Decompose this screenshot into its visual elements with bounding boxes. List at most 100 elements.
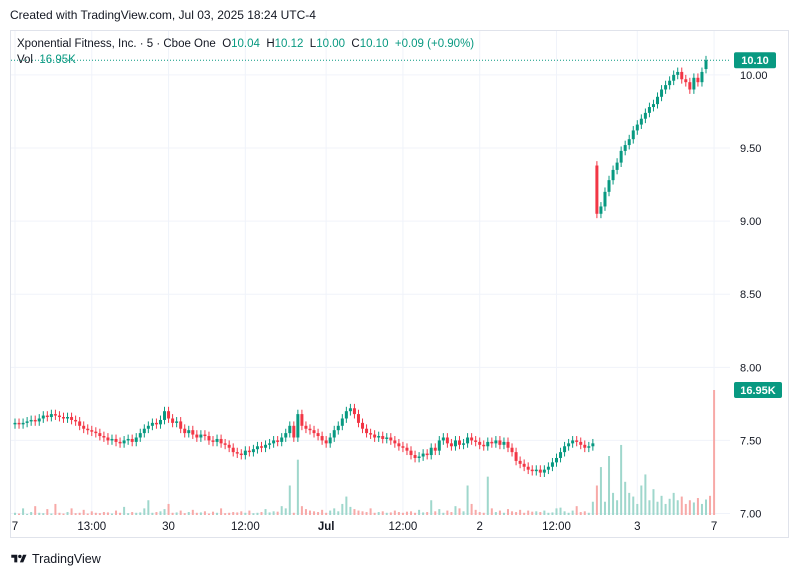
volume-bar bbox=[486, 476, 489, 515]
candle-body bbox=[243, 450, 247, 456]
volume-bar bbox=[612, 492, 615, 515]
volume-bar bbox=[450, 512, 453, 515]
volume-bar bbox=[349, 506, 352, 515]
volume-bar bbox=[551, 512, 554, 515]
candle-body bbox=[651, 104, 655, 108]
volume-bar bbox=[692, 502, 695, 515]
volume-bar bbox=[583, 511, 586, 515]
close-label: C bbox=[351, 38, 360, 50]
candle-body bbox=[29, 419, 33, 422]
volume-bar bbox=[179, 510, 182, 515]
candle-body bbox=[599, 206, 603, 214]
candle-body bbox=[692, 77, 696, 90]
candle-body bbox=[542, 469, 546, 473]
volume-bar bbox=[438, 509, 441, 515]
candle-body bbox=[458, 440, 462, 445]
candle-body bbox=[158, 419, 162, 425]
volume-bar bbox=[676, 500, 679, 515]
volume-bar bbox=[616, 500, 619, 515]
volume-bar bbox=[511, 511, 514, 515]
volume-bar bbox=[442, 512, 445, 515]
y-tick-label: 10.00 bbox=[740, 70, 768, 82]
candle-body bbox=[37, 418, 41, 422]
candle-body bbox=[361, 422, 365, 429]
volume-bar bbox=[531, 511, 534, 515]
volume-bar bbox=[54, 503, 57, 515]
candle-body bbox=[86, 428, 90, 431]
candle-body bbox=[437, 440, 441, 451]
ohlc-row: Xponential Fitness, Inc. · 5 · Cboe One … bbox=[17, 36, 474, 52]
volume-bar bbox=[308, 510, 311, 515]
volume-bar bbox=[325, 512, 328, 515]
volume-bar bbox=[119, 512, 122, 515]
volume-bar bbox=[523, 512, 526, 515]
candle-body bbox=[138, 433, 142, 438]
candle-body bbox=[312, 430, 316, 434]
volume-bar bbox=[410, 511, 413, 515]
volume-bar bbox=[110, 513, 113, 515]
candle-body bbox=[474, 440, 478, 442]
candle-body bbox=[259, 446, 263, 448]
volume-bar bbox=[599, 467, 602, 515]
volume-row: Vol 16.95K bbox=[17, 52, 474, 68]
candle-body bbox=[90, 430, 94, 432]
volume-bar bbox=[405, 511, 408, 515]
volume-bar bbox=[143, 508, 146, 515]
candle-body bbox=[413, 455, 417, 458]
candle-body bbox=[207, 436, 211, 441]
candle-body bbox=[118, 441, 122, 444]
volume-bar bbox=[26, 513, 29, 515]
volume-bar bbox=[38, 512, 41, 515]
candle-body bbox=[102, 436, 106, 438]
volume-bar bbox=[482, 512, 485, 515]
volume-bar bbox=[656, 501, 659, 515]
volume-bar bbox=[672, 492, 675, 515]
candle-body bbox=[61, 417, 65, 419]
last-volume-label: 16.95K bbox=[740, 385, 776, 397]
x-tick-label: 30 bbox=[162, 521, 175, 533]
candle-body bbox=[445, 437, 449, 444]
high-value: 10.12 bbox=[274, 38, 304, 50]
candle-body bbox=[171, 418, 175, 423]
volume-bar bbox=[357, 510, 360, 515]
candle-body bbox=[114, 438, 118, 442]
volume-bar bbox=[228, 512, 231, 515]
volume-bar bbox=[276, 511, 279, 515]
candle-body bbox=[187, 430, 191, 434]
chart-frame bbox=[10, 30, 789, 538]
candle-body bbox=[332, 430, 336, 438]
candle-body bbox=[264, 444, 268, 448]
candle-body bbox=[478, 441, 482, 445]
candle-body bbox=[348, 408, 352, 412]
volume-bar bbox=[385, 512, 388, 515]
volume-bar bbox=[389, 512, 392, 515]
volume-bar bbox=[575, 506, 578, 515]
volume-bar bbox=[527, 510, 530, 515]
candle-body bbox=[53, 414, 57, 416]
candle-body bbox=[57, 415, 61, 418]
symbol-label[interactable]: Xponential Fitness, Inc. · 5 · Cboe One bbox=[17, 38, 216, 50]
candle-body bbox=[688, 82, 692, 90]
volume-bar bbox=[579, 512, 582, 515]
candle-body bbox=[579, 441, 583, 445]
candle-body bbox=[676, 71, 680, 75]
candle-body bbox=[506, 441, 510, 448]
candle-body bbox=[534, 469, 538, 472]
volume-bar bbox=[628, 492, 631, 515]
candle-body bbox=[680, 71, 684, 80]
candle-body bbox=[106, 437, 110, 441]
volume-bar bbox=[559, 507, 562, 515]
x-tick-label: 12:00 bbox=[231, 521, 260, 533]
volume-bar bbox=[535, 511, 538, 515]
footer-brand[interactable]: TradingView bbox=[10, 552, 101, 566]
candle-body bbox=[215, 438, 219, 442]
volume-bar bbox=[652, 489, 655, 515]
volume-bar bbox=[183, 513, 186, 515]
volume-bar bbox=[624, 481, 627, 515]
last-volume-badge bbox=[734, 382, 782, 398]
candle-body bbox=[276, 440, 280, 442]
candle-body bbox=[70, 417, 74, 420]
candle-body bbox=[664, 85, 668, 90]
volume-bar bbox=[139, 512, 142, 515]
